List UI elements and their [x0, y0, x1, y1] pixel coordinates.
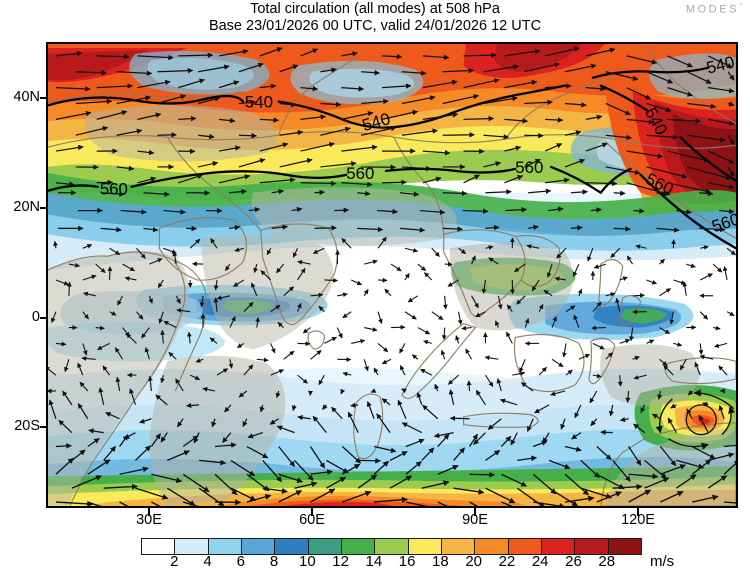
axis-label-lat-0: 0 [31, 309, 40, 325]
page-title: Total circulation (all modes) at 508 hPa [250, 1, 500, 17]
tick-mark-lon-120e [637, 508, 639, 516]
colorbar-tick-label: 2 [170, 553, 179, 570]
colorbar-segment [575, 539, 609, 554]
colorbar-segment [541, 539, 576, 554]
svg-text:560: 560 [346, 164, 374, 183]
colorbar-segment [175, 539, 209, 554]
tick-mark-lat-40n [40, 97, 48, 99]
colorbar-tick-label: 22 [498, 553, 516, 570]
chart-title-block: Total circulation (all modes) at 508 hPa… [0, 1, 750, 35]
tick-mark-lat-0 [40, 317, 48, 319]
colorbar-tick-label: 10 [298, 553, 316, 570]
colorbar-segment [275, 539, 309, 554]
watermark-degree-mark: ° [739, 3, 742, 10]
colorbar-segment [475, 539, 509, 554]
colorbar-tick-label: 24 [531, 553, 549, 570]
colorbar-segment [341, 539, 376, 554]
axis-label-lon-30e: 30E [136, 512, 162, 528]
svg-text:560: 560 [515, 158, 543, 177]
axis-label-lat-20n: 20N [13, 199, 40, 215]
colorbar-tick-label: 6 [236, 553, 245, 570]
tick-mark-lon-90e [474, 508, 476, 516]
axis-label-lat-40n: 40N [13, 89, 40, 105]
colorbar-segment [508, 539, 542, 554]
axis-label-lon-90e: 90E [462, 512, 488, 528]
axis-label-lon-60e: 60E [299, 512, 325, 528]
map-plot-area[interactable]: 540 540 540 540 560 560 560 560 560 [46, 42, 738, 508]
colorbar-segment [241, 539, 276, 554]
colorbar-segment [375, 539, 409, 554]
colorbar-segment [142, 539, 176, 554]
svg-text:540: 540 [245, 92, 273, 111]
tick-mark-lat-20s [40, 426, 48, 428]
colorbar-segment [408, 539, 442, 554]
colorbar-units-label: m/s [650, 553, 675, 570]
tick-mark-lon-60e [311, 508, 313, 516]
colorbar [141, 538, 642, 555]
chart-subtitle: Base 23/01/2026 00 UTC, valid 24/01/2026… [208, 18, 542, 34]
colorbar-segment [208, 539, 242, 554]
tick-mark-lat-20n [40, 207, 48, 209]
wind-speed-map: 540 540 540 540 560 560 560 560 560 [48, 44, 736, 506]
colorbar-tick-label: 20 [465, 553, 482, 570]
modes-watermark: MODES° [686, 3, 742, 16]
colorbar-tick-label: 16 [398, 553, 416, 570]
cyclone-arrows [655, 389, 736, 450]
colorbar-tick-label: 12 [332, 553, 349, 570]
colorbar-tick-label: 14 [365, 553, 383, 570]
colorbar-segment [308, 539, 342, 554]
axis-label-lon-120e: 120E [621, 512, 655, 528]
coastlines [48, 44, 736, 506]
tick-mark-lon-30e [148, 508, 150, 516]
colorbar-tick-label: 4 [203, 553, 212, 570]
axis-label-lat-20s: 20S [14, 418, 40, 434]
colorbar-swatches [141, 538, 642, 555]
colorbar-segment [608, 539, 641, 554]
colorbar-tick-label: 8 [269, 553, 279, 570]
colorbar-tick-label: 18 [432, 553, 449, 570]
colorbar-tick-label: 26 [565, 553, 582, 570]
colorbar-segment [441, 539, 476, 554]
colorbar-tick-label: 28 [598, 553, 616, 570]
wind-vectors [48, 46, 736, 506]
watermark-text: MODES [685, 3, 740, 16]
